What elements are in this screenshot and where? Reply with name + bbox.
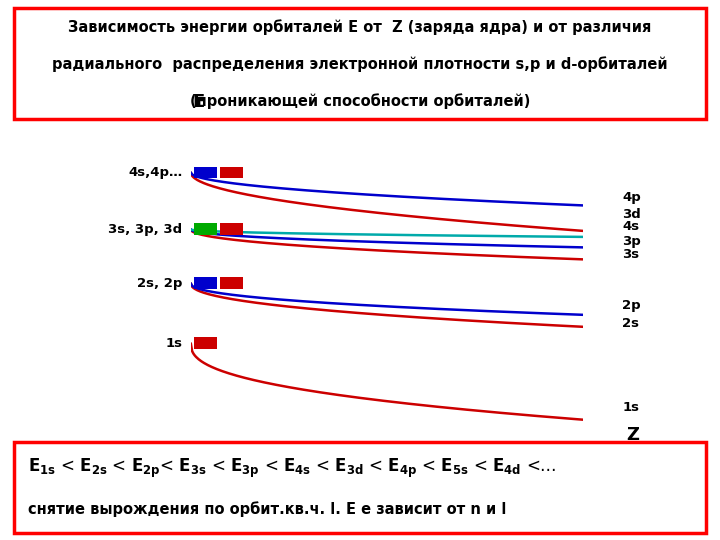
FancyBboxPatch shape	[194, 278, 217, 289]
FancyBboxPatch shape	[14, 8, 706, 119]
Text: (проникающей способности орбиталей): (проникающей способности орбиталей)	[190, 93, 530, 110]
FancyBboxPatch shape	[220, 278, 243, 289]
Text: 1s: 1s	[165, 337, 182, 350]
Text: радиального  распределения электронной плотности s,p и d-орбиталей: радиального распределения электронной пл…	[52, 57, 668, 72]
Text: 3d: 3d	[623, 208, 642, 221]
Text: $\mathbf{E_{1s}}$ < $\mathbf{E_{2s}}$ < $\mathbf{E_{2p}}$< $\mathbf{E_{3s}}$ < $: $\mathbf{E_{1s}}$ < $\mathbf{E_{2s}}$ < …	[28, 457, 557, 480]
FancyBboxPatch shape	[220, 166, 243, 178]
Text: 1s: 1s	[623, 401, 639, 414]
FancyBboxPatch shape	[194, 224, 217, 235]
FancyBboxPatch shape	[194, 166, 217, 178]
Text: 4p: 4p	[623, 192, 642, 205]
Text: E: E	[192, 93, 204, 111]
Text: 4s: 4s	[623, 220, 639, 233]
FancyBboxPatch shape	[14, 442, 706, 532]
Text: 1: 1	[181, 447, 189, 461]
Text: 4s,4p…: 4s,4p…	[128, 166, 182, 179]
FancyBboxPatch shape	[220, 224, 243, 235]
FancyBboxPatch shape	[194, 338, 217, 349]
Text: снятие вырождения по орбит.кв.ч. l. E е зависит от n и l: снятие вырождения по орбит.кв.ч. l. E е …	[28, 502, 507, 517]
Text: 2p: 2p	[623, 299, 641, 312]
Text: 3s, 3p, 3d: 3s, 3p, 3d	[108, 223, 182, 236]
Text: 2s: 2s	[623, 318, 639, 330]
Text: 3p: 3p	[623, 235, 642, 248]
Text: 2s, 2p: 2s, 2p	[137, 277, 182, 290]
Text: Z: Z	[626, 426, 639, 444]
Text: Зависимость энергии орбиталей E от  Z (заряда ядра) и от различия: Зависимость энергии орбиталей E от Z (за…	[68, 19, 652, 35]
Text: 3s: 3s	[623, 248, 639, 261]
